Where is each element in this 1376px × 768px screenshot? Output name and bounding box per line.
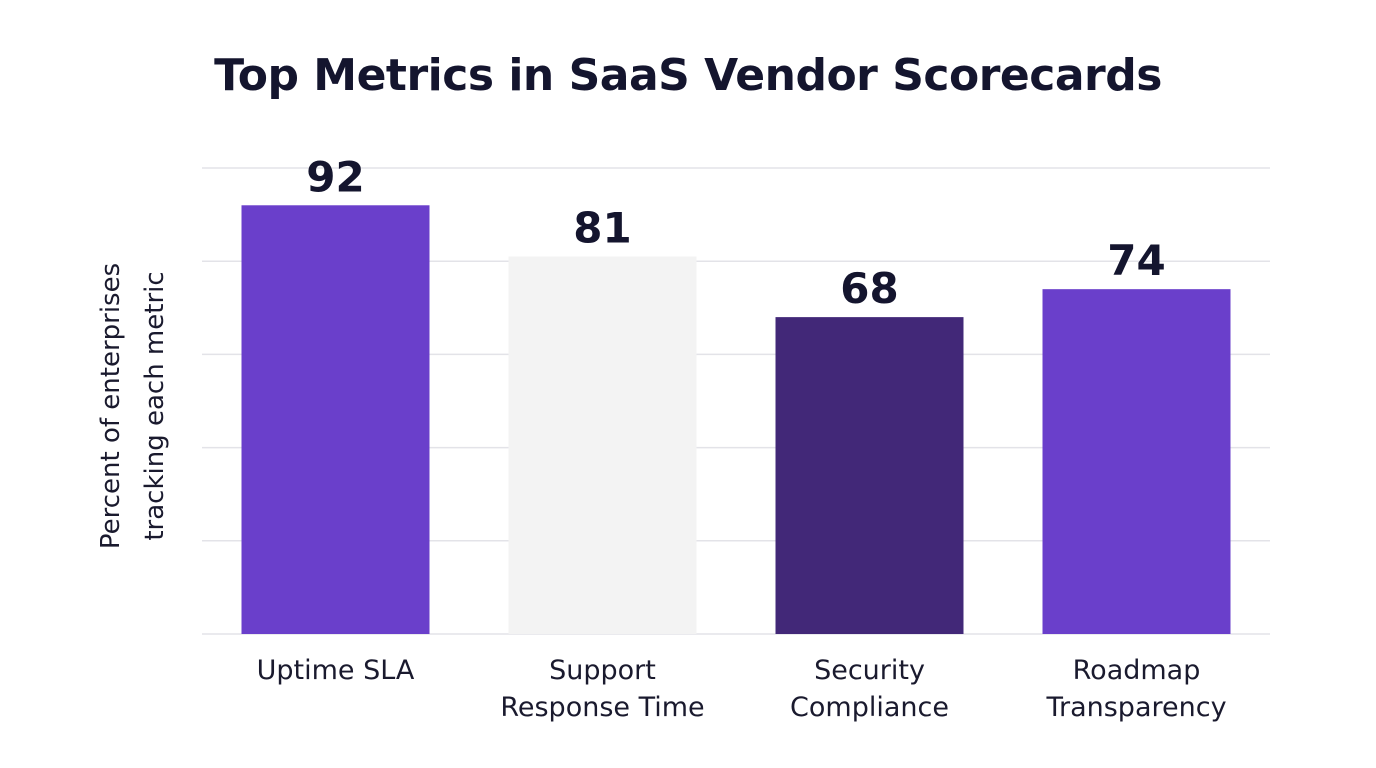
x-tick-label: Transparency (1045, 692, 1226, 723)
bar (775, 317, 964, 634)
x-tick-label: Roadmap (1073, 655, 1201, 686)
bar-value-label: 74 (1107, 236, 1165, 285)
bar (508, 256, 697, 634)
x-tick-label: Security (814, 655, 925, 686)
chart-title: Top Metrics in SaaS Vendor Scorecards (214, 50, 1162, 101)
x-tick-label: Uptime SLA (257, 655, 415, 686)
x-tick-label: Response Time (500, 692, 704, 723)
bar (241, 205, 430, 634)
bar-value-label: 92 (306, 152, 364, 201)
x-tick-label: Support (549, 655, 656, 686)
x-tick-label: Compliance (790, 692, 949, 723)
bar (1042, 289, 1231, 634)
bar-value-label: 81 (573, 204, 631, 253)
bar-value-label: 68 (840, 264, 898, 313)
